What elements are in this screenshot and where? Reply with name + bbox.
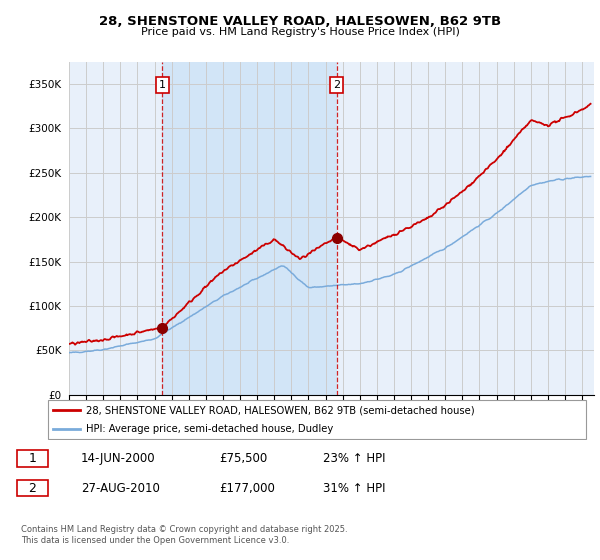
Text: Price paid vs. HM Land Registry's House Price Index (HPI): Price paid vs. HM Land Registry's House …: [140, 27, 460, 37]
Text: £177,000: £177,000: [220, 482, 275, 494]
Text: Contains HM Land Registry data © Crown copyright and database right 2025.
This d: Contains HM Land Registry data © Crown c…: [21, 525, 347, 545]
Text: 23% ↑ HPI: 23% ↑ HPI: [323, 452, 386, 465]
FancyBboxPatch shape: [17, 480, 48, 496]
Text: 28, SHENSTONE VALLEY ROAD, HALESOWEN, B62 9TB (semi-detached house): 28, SHENSTONE VALLEY ROAD, HALESOWEN, B6…: [86, 405, 475, 415]
Text: £75,500: £75,500: [220, 452, 268, 465]
FancyBboxPatch shape: [17, 450, 48, 467]
Text: 28, SHENSTONE VALLEY ROAD, HALESOWEN, B62 9TB: 28, SHENSTONE VALLEY ROAD, HALESOWEN, B6…: [99, 15, 501, 28]
Text: 14-JUN-2000: 14-JUN-2000: [81, 452, 156, 465]
FancyBboxPatch shape: [48, 400, 586, 439]
Text: 2: 2: [28, 482, 36, 494]
Text: 31% ↑ HPI: 31% ↑ HPI: [323, 482, 386, 494]
Text: 27-AUG-2010: 27-AUG-2010: [81, 482, 160, 494]
Text: 2: 2: [333, 80, 340, 90]
Text: 1: 1: [28, 452, 36, 465]
Text: HPI: Average price, semi-detached house, Dudley: HPI: Average price, semi-detached house,…: [86, 424, 333, 433]
Bar: [162, 62, 337, 395]
Text: 1: 1: [159, 80, 166, 90]
